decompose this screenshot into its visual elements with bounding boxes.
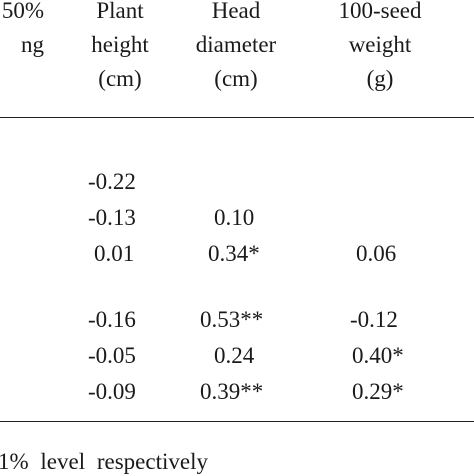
table-footnote: 1% level respectively <box>0 449 208 474</box>
table-cell: 0.24 <box>214 343 255 368</box>
header-plant-height-line-1: Plant <box>96 0 144 23</box>
table-cell: -0.12 <box>350 307 398 332</box>
header-plant-height-line-2: height <box>91 32 149 57</box>
header-plant-height-line-3: (cm) <box>98 66 142 91</box>
header-rule <box>0 117 474 118</box>
header-col-head-diameter: Head diameter (cm) <box>186 0 286 96</box>
table-cell: 0.10 <box>214 205 255 230</box>
table-cell: -0.05 <box>88 343 136 368</box>
table-cell: -0.09 <box>88 379 136 404</box>
table-cell: -0.13 <box>88 205 136 230</box>
header-head-diameter-line-1: Head <box>211 0 261 23</box>
header-seed-weight-line-1: 100-seed <box>338 0 422 23</box>
table-cell: 0.39** <box>200 379 264 404</box>
header-col-flowering: 50% ng <box>2 0 44 62</box>
table-cell: 0.34* <box>208 241 260 266</box>
bottom-rule <box>0 421 474 422</box>
header-seed-weight-line-2: weight <box>348 32 412 57</box>
table-cell: 0.53** <box>200 307 264 332</box>
header-col-seed-weight: 100-seed weight (g) <box>326 0 434 96</box>
header-col-plant-height: Plant height (cm) <box>80 0 160 96</box>
header-flowering-line-1: 50% <box>1 0 44 23</box>
header-flowering-line-2: ng <box>21 32 44 57</box>
table-cell: -0.16 <box>88 307 136 332</box>
header-head-diameter-line-3: (cm) <box>214 66 258 91</box>
table-cell: -0.22 <box>88 169 136 194</box>
table-cell: 0.29* <box>352 379 404 404</box>
table-cell: 0.06 <box>356 241 397 266</box>
header-seed-weight-line-3: (g) <box>366 66 394 91</box>
header-head-diameter-line-2: diameter <box>195 32 277 57</box>
table-cell: 0.01 <box>94 241 135 266</box>
table-cell: 0.40* <box>352 343 404 368</box>
